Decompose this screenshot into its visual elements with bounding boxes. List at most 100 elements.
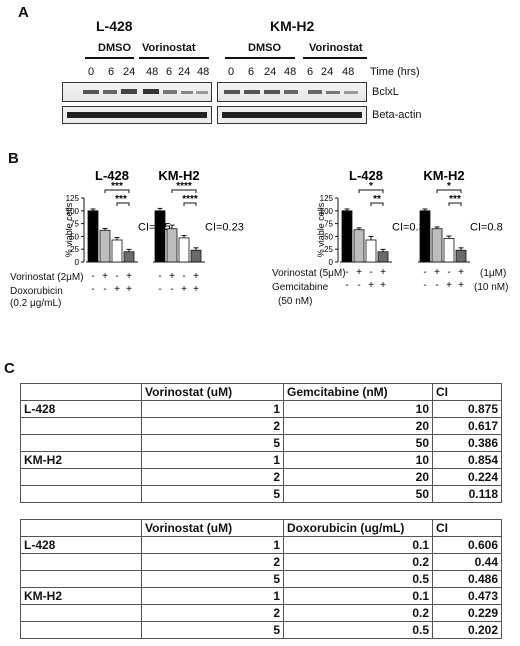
blot-bclxl-kmh2 bbox=[217, 82, 367, 102]
protein-actin-label: Beta-actin bbox=[372, 109, 422, 121]
table-cell: KM-H2 bbox=[20, 451, 142, 469]
protein-bclxl-label: BclxL bbox=[372, 86, 399, 98]
table-cell bbox=[20, 570, 142, 588]
row-gemcitabine-conc: (50 nM) bbox=[278, 296, 313, 307]
sign-row2: - bbox=[357, 280, 360, 291]
table-cell: 20 bbox=[283, 417, 433, 435]
table-cell: 10 bbox=[283, 400, 433, 418]
sign-row1: + bbox=[126, 271, 132, 282]
bar-combination bbox=[190, 249, 202, 263]
table-header-cell: Vorinostat (uM) bbox=[141, 519, 284, 537]
y-axis-label: % viable cells bbox=[64, 202, 74, 257]
bar-control bbox=[419, 210, 431, 263]
table-cell: 5 bbox=[141, 621, 284, 639]
time-axis-label: Time (hrs) bbox=[370, 66, 420, 78]
table-header-cell: Vorinostat (uM) bbox=[141, 383, 284, 401]
sign-row2: + bbox=[181, 284, 187, 295]
sign-row1: - bbox=[158, 271, 161, 282]
significance-stars: *** bbox=[111, 181, 123, 192]
significance-stars: * bbox=[369, 181, 373, 192]
table-cell: 0.2 bbox=[283, 604, 433, 622]
table-cell: 5 bbox=[141, 485, 284, 503]
table-row: 2 20 0.617 bbox=[20, 417, 502, 435]
ci-label: CI=0.3 bbox=[392, 221, 425, 233]
row-doxorubicin-label: Doxorubicin bbox=[10, 286, 63, 297]
table-cell: 50 bbox=[283, 485, 433, 503]
table-cell: 0.486 bbox=[432, 570, 502, 588]
table-cell: 10 bbox=[283, 451, 433, 469]
y-tick-label: 0 bbox=[75, 258, 80, 267]
row-gemcitabine-extra: (10 nM) bbox=[474, 282, 509, 293]
row-gemcitabine-label: Gemcitabine bbox=[272, 282, 329, 293]
row-vorinostat-extra: (1μM) bbox=[480, 268, 507, 279]
sign-row1: - bbox=[345, 267, 348, 278]
dmso-bracket-1 bbox=[85, 57, 134, 59]
table-cell: 5 bbox=[141, 570, 284, 588]
blot-bands bbox=[83, 89, 208, 94]
vorinostat-bracket-2 bbox=[303, 57, 367, 59]
row-vorinostat-label-right: Vorinostat (5μM) bbox=[272, 268, 346, 279]
time-label: 48 bbox=[146, 66, 159, 78]
ci-table-gemcitabine: Vorinostat (uM) Gemcitabine (nM) CI L-428 1 1… bbox=[20, 383, 502, 503]
sign-row2: + bbox=[380, 280, 386, 291]
table-cell: L-428 bbox=[20, 536, 142, 554]
panel-c-label: C bbox=[4, 360, 15, 377]
y-tick-label: 50 bbox=[70, 232, 79, 241]
sign-row1: + bbox=[458, 267, 464, 278]
table-cell: 0.229 bbox=[432, 604, 502, 622]
table-header-cell: CI bbox=[432, 519, 502, 537]
table-header-cell: Gemcitabine (nM) bbox=[283, 383, 433, 401]
significance-bracket bbox=[171, 189, 197, 193]
time-label: 24 bbox=[321, 66, 334, 78]
table-cell bbox=[20, 485, 142, 503]
significance-bracket bbox=[358, 189, 384, 193]
bar-control bbox=[154, 210, 166, 263]
significance-stars: *** bbox=[449, 194, 461, 205]
bar-combination bbox=[123, 251, 135, 263]
table-cell bbox=[20, 434, 142, 452]
time-label: 24 bbox=[264, 66, 277, 78]
sign-row2: + bbox=[368, 280, 374, 291]
y-tick-label: 25 bbox=[70, 245, 79, 254]
significance-bracket bbox=[448, 202, 462, 206]
table-row: KM-H2 1 10 0.854 bbox=[20, 451, 502, 469]
table-row: 5 50 0.386 bbox=[20, 434, 502, 452]
sign-row1: + bbox=[102, 271, 108, 282]
bar-gemcitabine bbox=[443, 238, 455, 263]
bar-combination bbox=[377, 251, 389, 263]
significance-stars: **** bbox=[176, 181, 192, 192]
significance-stars: **** bbox=[182, 194, 198, 205]
significance-bracket bbox=[183, 202, 197, 206]
table-cell: 2 bbox=[141, 417, 284, 435]
time-label: 48 bbox=[284, 66, 297, 78]
sign-row2: - bbox=[91, 284, 94, 295]
table-cell: 2 bbox=[141, 553, 284, 571]
table-row: L-428 1 10 0.875 bbox=[20, 400, 502, 418]
sign-row1: + bbox=[193, 271, 199, 282]
time-label: 6 bbox=[248, 66, 255, 78]
sign-row2: + bbox=[458, 280, 464, 291]
table-cell: 20 bbox=[283, 468, 433, 486]
table-row: 2 0.2 0.44 bbox=[20, 553, 502, 571]
table-cell: 0.473 bbox=[432, 587, 502, 605]
sign-row1: - bbox=[423, 267, 426, 278]
blot-bands bbox=[224, 90, 358, 94]
dmso-bracket-2 bbox=[225, 57, 295, 59]
ci-label: CI=0.8 bbox=[470, 221, 503, 233]
bar-vorinostat bbox=[99, 229, 111, 263]
significance-bracket bbox=[370, 202, 384, 206]
table-cell: 0.5 bbox=[283, 570, 433, 588]
blot-actin-kmh2 bbox=[217, 106, 367, 124]
ci-table-doxorubicin: Vorinostat (uM) Doxorubicin (ug/mL) CI L-42… bbox=[20, 519, 502, 639]
table-cell: 0.386 bbox=[432, 434, 502, 452]
table-row: KM-H2 1 0.1 0.473 bbox=[20, 587, 502, 605]
table-cell: 0.617 bbox=[432, 417, 502, 435]
blot-bclxl-l428 bbox=[62, 82, 212, 102]
sign-row2: + bbox=[126, 284, 132, 295]
chart-title: KM-H2 bbox=[423, 168, 464, 183]
table-cell: 0.1 bbox=[283, 587, 433, 605]
sign-row2: + bbox=[193, 284, 199, 295]
table-header-cell bbox=[20, 519, 142, 537]
bar-gemcitabine bbox=[365, 239, 377, 263]
table-cell: 0.875 bbox=[432, 400, 502, 418]
